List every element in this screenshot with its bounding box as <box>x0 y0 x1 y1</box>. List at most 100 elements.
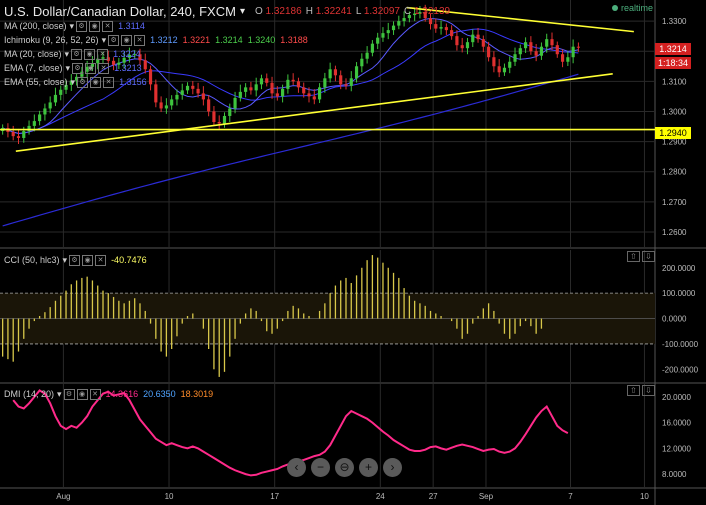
close-icon[interactable]: ✕ <box>97 48 109 60</box>
indicator-name[interactable]: Ichimoku (9, 26, 52, 26) <box>4 35 99 45</box>
settings-icon[interactable]: ⚙ <box>63 388 75 400</box>
candle <box>270 82 274 94</box>
settings-icon[interactable]: ⚙ <box>108 34 120 46</box>
chart-header: U.S. Dollar/Canadian Dollar, 240, FXCM ▾… <box>4 3 454 19</box>
realtime-status: realtime <box>612 3 653 13</box>
maximize-pane-icon[interactable]: ⇧ <box>627 251 640 262</box>
indicator-menu-icon[interactable]: ▾ <box>65 62 71 73</box>
indicator-row: MA (200, close) ▾ ⚙ ◉ ✕ 1.3114 <box>4 20 145 32</box>
candle <box>481 39 485 47</box>
settings-icon[interactable]: ⚙ <box>71 48 83 60</box>
dmi-menu-icon[interactable]: ▾ <box>57 388 62 399</box>
candle <box>11 131 15 137</box>
candle <box>111 60 116 65</box>
price-badge: 1.2940 <box>655 127 691 139</box>
candle <box>75 76 79 81</box>
zoom-in-button[interactable]: + <box>359 458 378 477</box>
time-tick-label: 24 <box>376 492 385 501</box>
candle <box>90 63 95 67</box>
close-icon[interactable]: ✕ <box>89 388 101 400</box>
candle <box>32 121 36 126</box>
cci-tick-label: -200.0000 <box>662 365 699 374</box>
indicator-name[interactable]: MA (200, close) <box>4 21 67 31</box>
realtime-label: realtime <box>621 3 654 13</box>
symbol-menu-icon[interactable]: ▾ <box>239 5 245 17</box>
candle <box>539 46 544 56</box>
close-icon[interactable]: ✕ <box>134 34 146 46</box>
dmi-pane-controls: ⇧ ⇩ <box>627 385 655 396</box>
candle <box>376 37 380 44</box>
ohlc-label: L <box>355 5 364 17</box>
price-badge: 1.3214 <box>655 43 691 55</box>
indicator-value: 1.3240 <box>247 35 276 45</box>
settings-icon[interactable]: ⚙ <box>69 254 81 266</box>
hide-icon[interactable]: ◉ <box>82 254 94 266</box>
reset-zoom-button[interactable]: ⊖ <box>335 458 354 477</box>
candle <box>381 33 385 38</box>
ohlc-value: 1.32186 <box>265 5 302 17</box>
dmi-tick-label: 20.0000 <box>662 393 691 402</box>
candle <box>492 57 496 67</box>
candle <box>228 108 232 116</box>
candle <box>497 66 501 73</box>
close-icon[interactable]: ✕ <box>95 254 107 266</box>
indicator-value: 1.3212 <box>150 35 178 45</box>
indicator-menu-icon[interactable]: ▾ <box>64 48 70 59</box>
cci-menu-icon[interactable]: ▾ <box>62 254 68 265</box>
candle <box>344 84 348 86</box>
settings-icon[interactable]: ⚙ <box>77 76 89 88</box>
zoom-out-button[interactable]: − <box>311 458 330 477</box>
close-icon[interactable]: ✕ <box>98 62 110 74</box>
candle <box>502 67 507 73</box>
cci-pane-controls: ⇧ ⇩ <box>627 251 655 262</box>
hide-icon[interactable]: ◉ <box>121 34 133 46</box>
candle <box>545 39 549 47</box>
indicator-name[interactable]: MA (20, close) <box>4 49 62 59</box>
candle <box>207 99 211 112</box>
candle <box>22 131 26 138</box>
candle <box>64 84 68 90</box>
scroll-left-button[interactable]: ‹ <box>287 458 306 477</box>
candle <box>428 18 433 25</box>
settings-icon[interactable]: ⚙ <box>72 62 84 74</box>
hide-icon[interactable]: ◉ <box>89 20 101 32</box>
dmi-label[interactable]: DMI (14, 20) <box>4 389 55 399</box>
ohlc-readout: O 1.32186 H 1.32241 L 1.32097 C 1.32139 <box>255 6 454 17</box>
candle <box>460 45 464 49</box>
cci-label[interactable]: CCI (50, hlc3) <box>4 255 60 265</box>
maximize-pane-icon[interactable]: ⇧ <box>627 385 640 396</box>
candle <box>402 18 406 22</box>
candle <box>534 51 538 56</box>
indicator-name[interactable]: EMA (55, close) <box>4 77 68 87</box>
restore-pane-icon[interactable]: ⇩ <box>641 385 655 396</box>
price-tick-label: 1.2900 <box>662 138 687 147</box>
hide-icon[interactable]: ◉ <box>90 76 102 88</box>
settings-icon[interactable]: ⚙ <box>76 20 88 32</box>
candle <box>164 105 168 109</box>
candle <box>148 69 153 85</box>
candle <box>360 58 364 67</box>
candle <box>27 125 31 132</box>
scroll-right-button[interactable]: › <box>383 458 402 477</box>
ohlc-label: O <box>254 5 266 17</box>
indicator-value: 1.3156 <box>119 77 147 87</box>
indicator-name[interactable]: EMA (7, close) <box>4 63 63 73</box>
candle <box>349 78 353 86</box>
restore-pane-icon[interactable]: ⇩ <box>641 251 655 262</box>
close-icon[interactable]: ✕ <box>103 76 115 88</box>
cci-tick-label: -100.0000 <box>662 340 699 349</box>
hide-icon[interactable]: ◉ <box>85 62 97 74</box>
indicator-menu-icon[interactable]: ▾ <box>101 34 107 45</box>
ohlc-value: 1.32097 <box>363 5 400 17</box>
candle <box>117 62 121 65</box>
time-tick-label: 10 <box>640 492 649 501</box>
dmi-tick-label: 12.0000 <box>662 444 691 453</box>
indicator-menu-icon[interactable]: ▾ <box>69 20 75 31</box>
candle <box>212 111 216 122</box>
indicator-menu-icon[interactable]: ▾ <box>70 76 76 87</box>
close-icon[interactable]: ✕ <box>102 20 114 32</box>
hide-icon[interactable]: ◉ <box>84 48 96 60</box>
hide-icon[interactable]: ◉ <box>76 388 88 400</box>
symbol-title[interactable]: U.S. Dollar/Canadian Dollar, 240, FXCM <box>4 3 236 19</box>
